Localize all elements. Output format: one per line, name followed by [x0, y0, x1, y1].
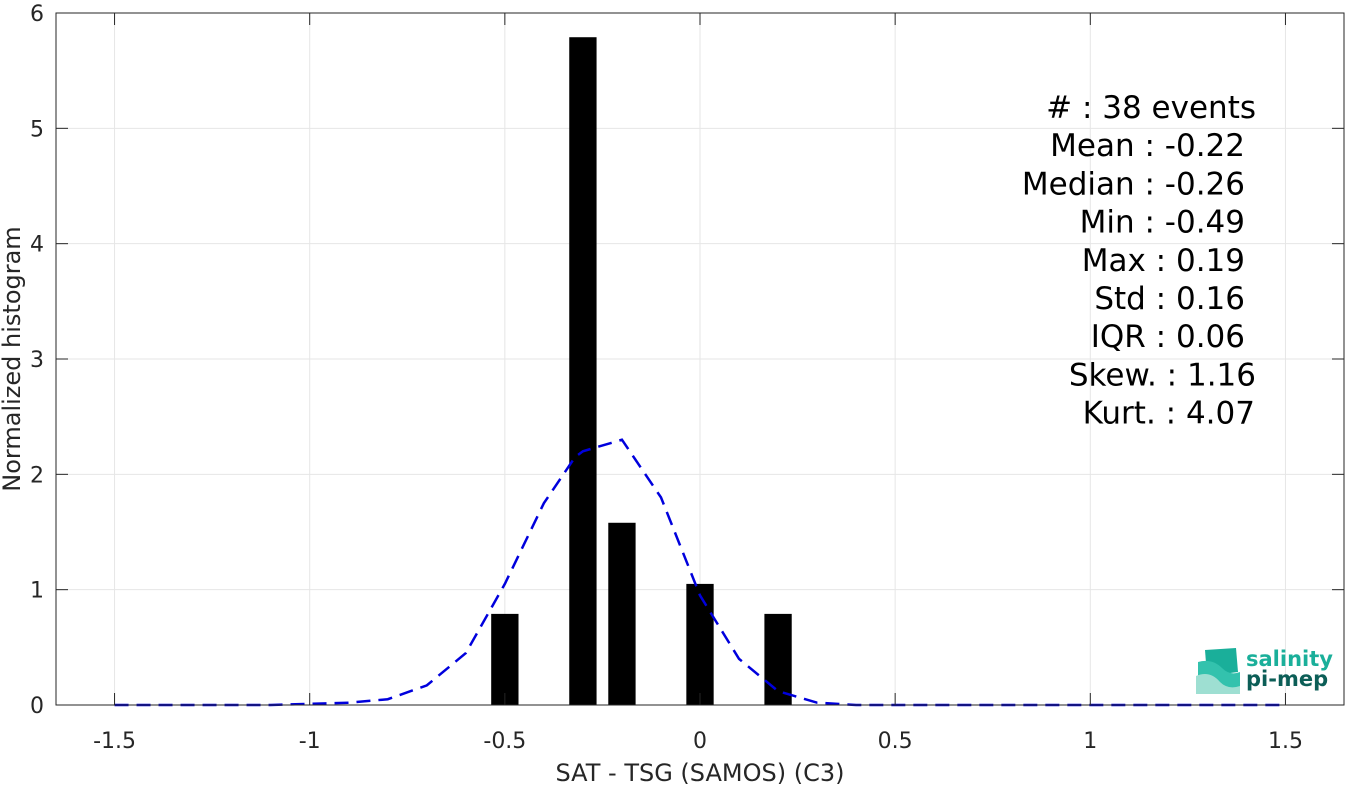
- stat-line-7: Skew. : 1.16: [1069, 357, 1256, 393]
- bar-0: [491, 613, 519, 705]
- bars-group: [491, 37, 792, 706]
- x-axis-label: SAT - TSG (SAMOS) (C3): [556, 759, 845, 785]
- y-tick-label-6: 6: [30, 2, 44, 27]
- axis-ticks: [56, 12, 1344, 706]
- bar-1: [569, 37, 597, 706]
- logo-text-salinity: salinity: [1246, 647, 1333, 671]
- stat-line-8: Kurt. : 4.07: [1083, 396, 1255, 432]
- x-tick-label-1: -1: [299, 729, 321, 754]
- logo-text-pi-mep: pi-mep: [1246, 667, 1328, 691]
- stat-line-3: Min : -0.49: [1080, 205, 1245, 241]
- y-tick-label-5: 5: [30, 117, 44, 142]
- y-tick-label-0: 0: [30, 694, 44, 719]
- x-tick-label-4: 0.5: [878, 729, 913, 754]
- x-tick-label-0: -1.5: [93, 729, 136, 754]
- wave-logo-icon: [1196, 648, 1240, 694]
- salinity-pi-mep-logo: salinity pi-mep: [1196, 647, 1333, 694]
- x-tick-label-3: 0: [693, 729, 707, 754]
- y-tick-label-1: 1: [30, 579, 44, 604]
- stat-line-2: Median : -0.26: [1022, 166, 1245, 202]
- stat-line-6: IQR : 0.06: [1091, 319, 1245, 355]
- y-axis-label: Normalized histogram: [0, 226, 26, 491]
- y-tick-label-4: 4: [30, 233, 44, 258]
- bar-4: [764, 613, 792, 705]
- bar-3: [686, 583, 714, 705]
- tick-labels: -1.5 -1 -0.5 0 0.5 1 1.5 0 1 2 3 4 5 6: [30, 2, 1303, 754]
- bar-2: [608, 522, 636, 705]
- stat-line-5: Std : 0.16: [1094, 281, 1245, 317]
- y-tick-label-2: 2: [30, 463, 44, 488]
- stat-line-4: Max : 0.19: [1082, 243, 1245, 279]
- y-tick-label-3: 3: [30, 348, 44, 373]
- x-tick-label-6: 1.5: [1268, 729, 1303, 754]
- stat-line-1: Mean : -0.22: [1050, 128, 1245, 164]
- stat-line-0: # : 38 events: [1046, 90, 1256, 126]
- x-tick-label-5: 1: [1083, 729, 1097, 754]
- x-tick-label-2: -0.5: [483, 729, 526, 754]
